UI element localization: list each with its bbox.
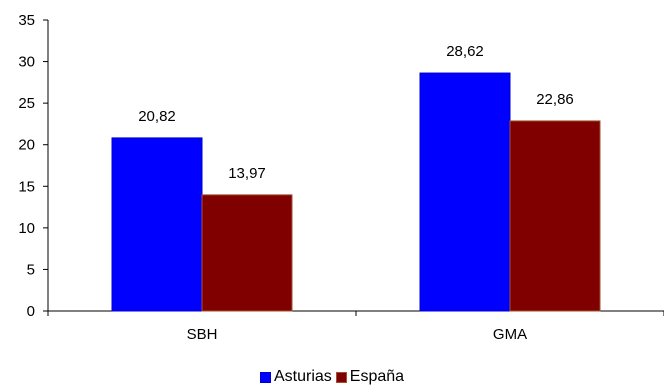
y-tick-label: 35 (18, 12, 35, 29)
chart-data-labels: 20,82 13,97 28,62 22,86 (138, 43, 574, 182)
chart-bars (111, 72, 601, 312)
bar-espana-sbh (201, 194, 293, 312)
y-tick-label: 30 (18, 54, 35, 71)
chart-area: 0 5 10 15 20 25 30 35 SBH GMA 20,82 13,97 28,62 22,8… (18, 12, 664, 343)
legend-item-espana: España (335, 368, 405, 386)
bar-asturias-gma (419, 72, 511, 312)
legend-swatch-espana (335, 371, 347, 383)
data-label: 28,62 (446, 43, 484, 60)
legend-label-espana: España (349, 368, 405, 385)
y-tick-label: 10 (18, 220, 35, 237)
legend-item-asturias: Asturias (259, 368, 332, 386)
data-label: 20,82 (138, 108, 176, 125)
legend-swatch-asturias (259, 371, 271, 383)
x-tick-label: SBH (187, 326, 218, 343)
y-tick-label: 15 (18, 178, 35, 195)
bar-espana-gma (509, 120, 601, 312)
legend-label-asturias: Asturias (273, 368, 332, 385)
data-label: 13,97 (228, 165, 266, 182)
y-tick-label: 25 (18, 95, 35, 112)
y-tick-label: 20 (18, 137, 35, 154)
data-label: 22,86 (536, 91, 574, 108)
bar-asturias-sbh (111, 137, 203, 312)
y-tick-label: 0 (27, 303, 35, 320)
chart-legend: Asturias España (0, 366, 664, 388)
y-tick-label: 5 (27, 261, 35, 278)
x-tick-label: GMA (493, 326, 527, 343)
